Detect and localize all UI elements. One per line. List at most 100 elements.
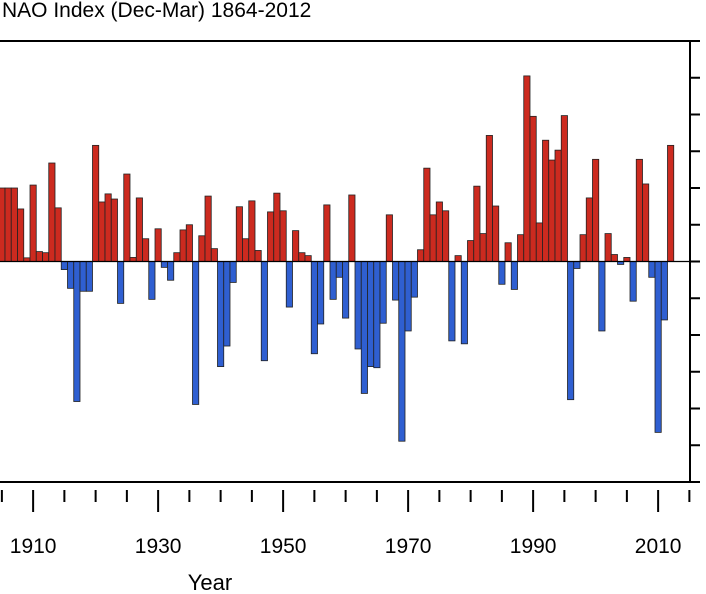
bar	[198, 235, 206, 262]
bar	[273, 192, 281, 262]
bar	[460, 261, 468, 345]
bar	[185, 224, 193, 262]
bar	[635, 158, 643, 262]
bar	[398, 261, 406, 442]
bar	[429, 214, 437, 262]
bar	[73, 261, 81, 402]
bar	[548, 159, 556, 262]
bar	[129, 257, 137, 262]
bar	[354, 261, 362, 350]
bar	[360, 261, 368, 394]
x-tick-label: 1950	[260, 535, 307, 558]
bar	[223, 261, 231, 347]
bar	[392, 261, 400, 301]
bar	[242, 238, 250, 262]
bar	[179, 229, 187, 262]
bar	[529, 115, 537, 262]
bar	[560, 115, 568, 262]
bar	[504, 242, 512, 262]
bar	[29, 184, 37, 262]
bar	[60, 261, 68, 270]
x-tick-label: 1990	[510, 535, 557, 558]
bar	[417, 249, 425, 262]
bar	[473, 185, 481, 262]
bar	[154, 228, 162, 262]
bar	[554, 149, 562, 262]
x-tick-label: 1910	[10, 535, 57, 558]
bar	[535, 222, 543, 262]
x-tick-label: 2010	[635, 535, 682, 558]
bar	[167, 261, 175, 281]
bar	[442, 210, 450, 262]
bar	[217, 261, 225, 368]
bar	[598, 261, 606, 332]
bar	[310, 261, 318, 355]
bar	[479, 233, 487, 262]
chart-title: NAO Index (Dec-Mar) 1864-2012	[2, 0, 311, 22]
bar	[0, 187, 6, 262]
bar	[67, 261, 75, 289]
bar	[610, 254, 618, 262]
bar	[142, 238, 150, 262]
bar	[317, 261, 325, 325]
bar	[448, 261, 456, 342]
bar	[304, 255, 312, 262]
bar	[467, 240, 475, 262]
bar	[210, 248, 218, 262]
bar	[204, 195, 212, 262]
x-tick-label: 1970	[385, 535, 432, 558]
bar	[498, 261, 506, 285]
bar	[160, 261, 168, 268]
bar	[517, 234, 525, 262]
bar	[48, 162, 56, 262]
bar	[104, 193, 112, 262]
bar	[92, 144, 100, 262]
bar	[367, 261, 375, 368]
bar	[542, 139, 550, 262]
bar	[117, 261, 125, 304]
bar	[648, 261, 656, 278]
bar	[235, 206, 243, 262]
bar	[285, 261, 293, 308]
bar	[654, 261, 662, 433]
x-axis-label: Year	[188, 570, 232, 594]
bar	[510, 261, 518, 290]
bar	[42, 252, 50, 262]
bar	[298, 252, 306, 262]
bar	[267, 211, 275, 262]
bar	[585, 197, 593, 262]
bar	[148, 261, 156, 300]
bar	[404, 261, 412, 332]
bar	[173, 252, 181, 262]
bar	[385, 214, 393, 262]
bar	[492, 205, 500, 262]
bar	[35, 251, 43, 262]
x-tick-label: 1930	[135, 535, 182, 558]
bar	[642, 183, 650, 262]
bar	[98, 201, 106, 262]
bar	[335, 261, 343, 278]
bar	[17, 208, 25, 262]
bar	[4, 187, 12, 262]
bar	[323, 204, 331, 262]
bar	[260, 261, 268, 362]
bar	[79, 261, 87, 292]
bar	[254, 250, 262, 262]
bar	[660, 261, 668, 321]
bar	[373, 261, 381, 369]
bar	[54, 207, 62, 262]
bar	[573, 261, 581, 269]
bar	[523, 75, 531, 262]
bar	[629, 261, 637, 302]
bar	[579, 234, 587, 262]
bar	[279, 210, 287, 262]
bar	[435, 201, 443, 262]
bar	[248, 200, 256, 262]
bar	[123, 173, 131, 262]
bar	[592, 158, 600, 262]
bar	[329, 261, 337, 300]
bar	[454, 255, 462, 262]
bar	[410, 261, 418, 298]
bar	[10, 187, 18, 262]
